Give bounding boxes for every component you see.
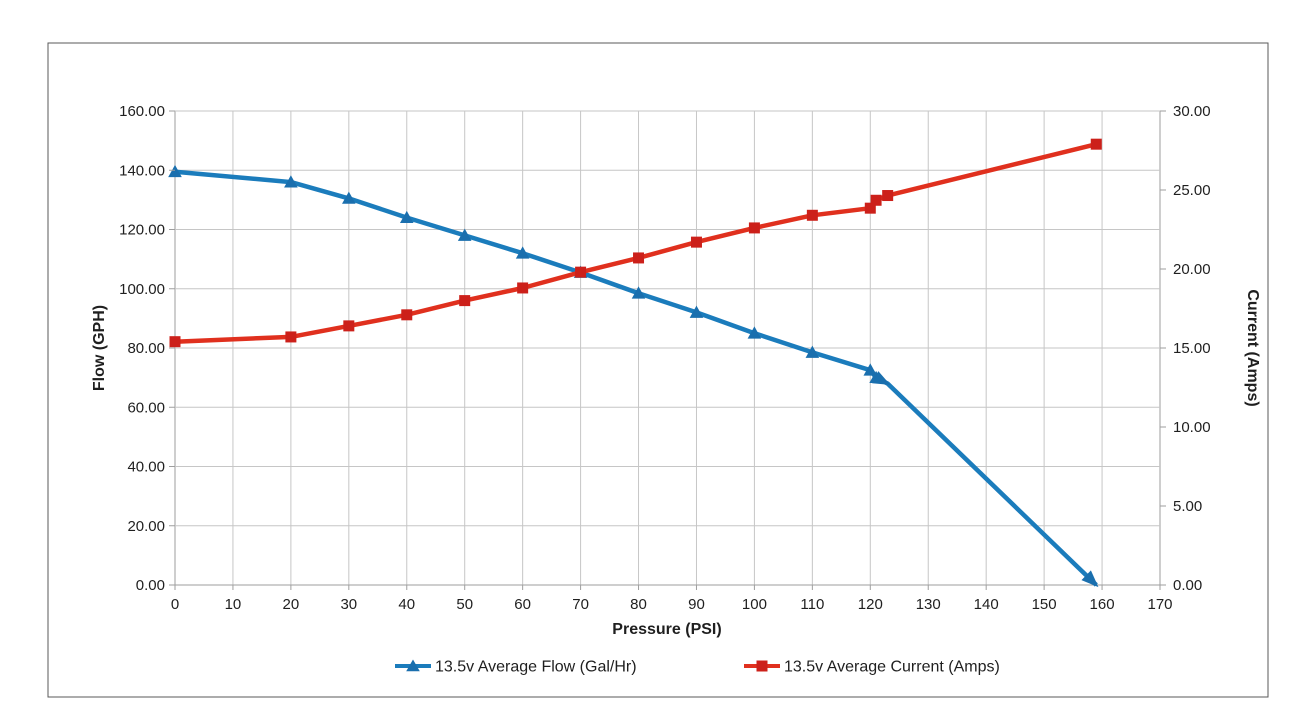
legend-item-current: 13.5v Average Current (Amps)	[744, 659, 1000, 676]
legend: 13.5v Average Flow (Gal/Hr) 13.5v Averag…	[395, 659, 1000, 676]
current-data-marker	[343, 320, 355, 332]
current-data-marker	[1090, 138, 1102, 150]
x-tick-label: 100	[742, 596, 767, 613]
tick-labels-layer: 0 10 20 30 40 50 60 70 80 90 100 110 120 130 140 150 160…	[119, 103, 1210, 613]
flow-data-marker	[284, 175, 298, 188]
y-left-tick-label: 60.00	[127, 399, 165, 416]
x-tick-label: 160	[1090, 596, 1115, 613]
legend-current-square-icon	[756, 660, 768, 672]
x-tick-label: 80	[630, 596, 647, 613]
current-data-marker	[633, 252, 645, 264]
grid-layer	[174, 110, 1161, 586]
x-tick-label: 50	[456, 596, 473, 613]
current-data-marker	[285, 331, 297, 343]
current-data-marker	[748, 222, 760, 234]
y-axis-title-right: Current (Amps)	[1244, 289, 1261, 406]
x-tick-label: 60	[514, 596, 531, 613]
x-tick-label: 120	[858, 596, 883, 613]
current-data-marker	[690, 236, 702, 248]
current-data-marker	[169, 336, 181, 348]
current-data-marker	[575, 266, 587, 278]
x-tick-label: 10	[225, 596, 242, 613]
x-tick-label: 130	[916, 596, 941, 613]
x-tick-label: 170	[1147, 596, 1172, 613]
flow-arrow-marker	[872, 371, 891, 385]
flow-data-marker	[747, 326, 762, 339]
y-left-tick-label: 80.00	[127, 340, 165, 357]
y-right-tick-label: 25.00	[1173, 182, 1211, 199]
flow-data-marker	[863, 363, 878, 376]
y-left-tick-label: 120.00	[119, 222, 165, 239]
x-tick-label: 0	[171, 596, 179, 613]
y-right-tick-label: 10.00	[1173, 419, 1211, 436]
legend-flow-triangle-icon	[406, 659, 420, 672]
y-right-tick-label: 0.00	[1173, 577, 1202, 594]
y-left-tick-label: 20.00	[127, 518, 165, 535]
flow-data-marker	[805, 345, 820, 358]
current-data-marker	[401, 309, 413, 321]
series-layer	[168, 138, 1102, 588]
x-axis-title: Pressure (PSI)	[612, 621, 721, 638]
y-left-tick-label: 100.00	[119, 281, 165, 298]
x-tick-label: 140	[974, 596, 999, 613]
y-left-tick-label: 140.00	[119, 162, 165, 179]
flow-data-marker	[689, 305, 704, 318]
y-left-tick-label: 160.00	[119, 103, 165, 120]
flow-data-marker	[168, 164, 182, 178]
flow-data-marker	[342, 191, 356, 204]
current-data-marker	[882, 190, 894, 202]
x-tick-label: 70	[572, 596, 589, 613]
flow-data-marker	[631, 286, 646, 299]
ticks-layer	[169, 110, 1166, 590]
x-tick-label: 20	[283, 596, 300, 613]
y-right-tick-label: 5.00	[1173, 498, 1202, 515]
y-axis-title-left: Flow (GPH)	[91, 305, 108, 391]
y-left-tick-label: 0.00	[136, 577, 165, 594]
flow-data-marker	[457, 228, 472, 241]
flow-arrow-marker	[1081, 570, 1099, 588]
flow-data-marker	[399, 210, 414, 224]
x-tick-label: 110	[800, 596, 824, 613]
current-data-marker	[864, 202, 876, 214]
y-right-tick-label: 30.00	[1173, 103, 1211, 120]
current-data-marker	[517, 282, 529, 294]
x-tick-label: 40	[398, 596, 415, 613]
x-tick-label: 90	[688, 596, 705, 613]
flow-data-marker	[515, 246, 530, 259]
x-tick-label: 30	[340, 596, 357, 613]
y-right-tick-label: 15.00	[1173, 340, 1211, 357]
current-data-marker	[806, 209, 818, 221]
y-right-tick-label: 20.00	[1173, 261, 1211, 278]
x-tick-label: 150	[1032, 596, 1057, 613]
legend-flow-label: 13.5v Average Flow (Gal/Hr)	[435, 659, 637, 676]
current-data-marker	[870, 194, 882, 206]
current-data-marker	[459, 295, 471, 307]
legend-item-flow: 13.5v Average Flow (Gal/Hr)	[395, 659, 637, 676]
legend-current-label: 13.5v Average Current (Amps)	[784, 659, 1000, 676]
y-left-tick-label: 40.00	[127, 459, 165, 476]
